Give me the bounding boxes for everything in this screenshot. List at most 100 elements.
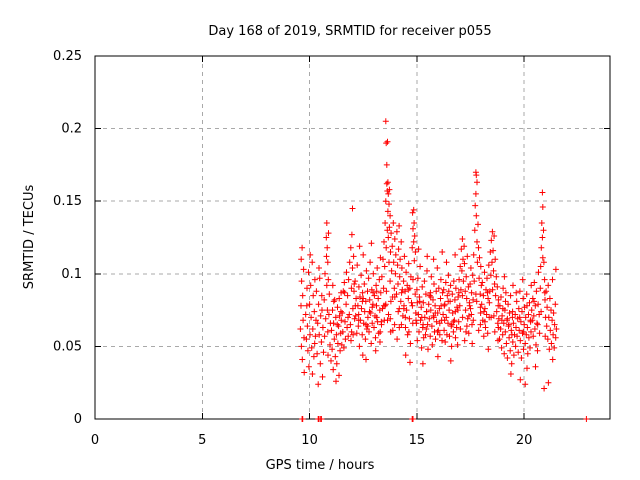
data-point-marker [383,180,390,187]
data-point-marker [453,324,460,331]
data-point-marker [383,288,390,295]
data-point-marker [523,331,530,338]
data-point-marker [477,321,484,328]
data-point-marker [524,302,530,309]
data-point-marker [473,298,480,305]
data-point-marker [310,353,317,360]
data-point-marker [477,310,484,316]
data-point-marker [299,416,306,422]
data-point-marker [343,301,350,308]
data-point-marker [314,320,321,327]
data-point-marker [305,363,312,370]
data-point-marker [333,331,340,338]
data-point-marker [509,308,516,315]
data-point-marker [545,314,552,321]
data-point-marker [476,254,483,261]
data-point-marker [528,328,534,335]
data-point-marker [349,205,356,212]
data-point-marker [309,326,316,332]
data-point-marker [350,331,357,338]
data-point-marker [433,318,440,325]
data-point-marker [520,346,527,353]
data-point-marker [357,294,363,300]
data-point-marker [336,312,343,319]
data-point-marker [473,172,480,179]
data-point-marker [427,333,434,340]
data-point-marker [524,324,531,331]
data-point-marker [383,161,390,168]
x-axis-label: GPS time / hours [266,458,375,473]
data-point-marker [461,243,468,250]
data-point-marker [331,336,338,343]
data-point-marker [414,299,421,306]
data-point-marker [319,307,325,314]
data-point-marker [422,331,429,338]
data-point-marker [394,262,401,269]
tick-marks-layer [94,55,610,420]
data-point-marker [341,289,348,296]
data-point-marker [387,315,394,322]
data-point-marker [365,275,372,282]
data-point-marker [407,340,414,347]
data-point-marker [449,291,456,298]
data-point-marker [395,281,401,287]
data-point-marker [432,336,439,343]
data-point-marker [343,269,350,276]
data-point-marker [333,360,340,367]
data-point-marker [301,369,308,376]
data-point-marker [396,324,403,331]
data-point-marker [476,275,483,282]
data-point-marker [345,333,352,340]
data-point-marker [348,285,355,292]
data-point-marker [402,314,409,321]
data-point-marker [400,278,407,285]
data-point-marker [445,320,451,327]
data-point-marker [332,314,339,321]
data-point-marker [514,333,521,340]
data-point-marker [410,416,416,422]
data-point-marker [454,307,461,314]
data-point-marker [307,331,313,338]
data-point-marker [504,355,511,361]
data-point-marker [405,295,412,302]
data-point-marker [336,295,343,302]
data-point-marker [480,292,487,299]
data-point-marker [461,337,468,344]
data-point-marker [355,311,362,318]
data-point-marker [330,366,337,373]
data-point-marker [447,357,454,364]
data-point-marker [355,283,362,290]
data-point-marker [517,337,524,344]
data-point-marker [402,324,409,331]
data-point-marker [307,282,314,289]
data-point-marker [304,347,311,354]
data-point-marker [513,298,520,305]
data-point-marker [505,321,512,328]
data-point-marker [501,350,508,357]
data-point-marker [430,256,437,263]
data-point-marker [413,317,419,324]
data-point-marker [396,222,403,229]
data-point-marker [420,299,427,306]
data-point-marker [442,339,449,345]
data-point-marker [381,263,388,270]
data-point-marker [398,238,405,245]
data-point-marker [344,324,351,331]
data-point-marker [434,265,441,271]
data-point-marker [450,318,457,325]
data-point-marker [525,334,532,341]
data-point-marker [391,236,398,242]
data-point-marker [546,295,553,302]
data-point-marker [503,340,510,347]
data-point-marker [533,341,539,348]
data-point-marker [400,305,407,312]
data-point-marker [333,378,339,385]
data-points-layer [297,118,590,422]
data-point-marker [372,334,379,341]
data-point-marker [475,327,482,334]
data-point-marker [507,371,514,377]
data-point-marker [359,289,366,296]
data-point-marker [356,243,363,250]
data-point-marker [498,317,505,324]
y-tick-label: 0 [74,412,82,427]
